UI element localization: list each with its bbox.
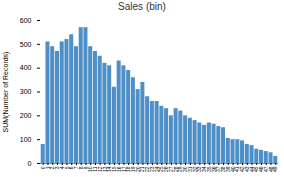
svg-text:46: 46 xyxy=(258,166,265,173)
svg-text:32: 32 xyxy=(191,166,198,173)
svg-text:31: 31 xyxy=(186,166,193,173)
svg-text:0: 0 xyxy=(28,160,32,167)
svg-text:36: 36 xyxy=(210,166,217,173)
svg-text:9: 9 xyxy=(82,166,89,170)
svg-text:12: 12 xyxy=(96,166,103,173)
svg-text:39: 39 xyxy=(224,166,231,173)
svg-text:45: 45 xyxy=(253,166,260,173)
svg-text:5: 5 xyxy=(63,166,70,170)
svg-text:19: 19 xyxy=(130,166,136,173)
svg-text:29: 29 xyxy=(177,166,184,173)
svg-text:49: 49 xyxy=(272,166,278,172)
svg-text:0: 0 xyxy=(39,166,46,170)
svg-text:500: 500 xyxy=(20,41,32,48)
svg-text:48: 48 xyxy=(267,166,274,173)
svg-text:14: 14 xyxy=(106,166,113,173)
html-text:Sales (bin): Sales (bin) xyxy=(118,1,166,12)
svg-text:16: 16 xyxy=(115,166,122,173)
svg-text:10: 10 xyxy=(87,166,94,173)
svg-text:8: 8 xyxy=(77,166,84,170)
svg-text:25: 25 xyxy=(158,166,165,173)
svg-text:28: 28 xyxy=(172,166,179,173)
svg-text:200: 200 xyxy=(20,112,32,119)
svg-text:15: 15 xyxy=(111,166,117,173)
svg-text:1: 1 xyxy=(44,166,51,170)
svg-text:23: 23 xyxy=(149,166,155,173)
svg-text:20: 20 xyxy=(134,166,141,173)
svg-text:30: 30 xyxy=(182,166,189,173)
svg-text:41: 41 xyxy=(234,166,241,173)
svg-text:6: 6 xyxy=(68,166,75,170)
svg-text:37: 37 xyxy=(215,166,222,173)
svg-text:3: 3 xyxy=(54,166,61,170)
svg-text:300: 300 xyxy=(20,88,32,95)
svg-text:400: 400 xyxy=(20,64,32,71)
svg-text:40: 40 xyxy=(229,166,236,173)
svg-text:17: 17 xyxy=(120,166,127,173)
svg-text:42: 42 xyxy=(239,166,246,173)
svg-text:7: 7 xyxy=(73,166,79,170)
svg-text:26: 26 xyxy=(163,166,170,173)
svg-text:13: 13 xyxy=(101,166,108,173)
svg-text:11: 11 xyxy=(92,166,98,172)
svg-text:18: 18 xyxy=(125,166,132,173)
svg-text:21: 21 xyxy=(139,166,146,173)
svg-text:34: 34 xyxy=(201,166,208,173)
svg-text:22: 22 xyxy=(144,166,151,173)
svg-text:27: 27 xyxy=(168,166,174,173)
svg-text:600: 600 xyxy=(20,17,32,24)
svg-text:SUM(Number of Records): SUM(Number of Records) xyxy=(2,52,10,133)
svg-text:2: 2 xyxy=(49,166,56,170)
svg-text:4: 4 xyxy=(58,166,65,170)
svg-text:43: 43 xyxy=(243,166,250,173)
svg-text:38: 38 xyxy=(220,166,227,173)
svg-text:24: 24 xyxy=(153,166,160,173)
svg-text:33: 33 xyxy=(196,166,203,173)
svg-text:35: 35 xyxy=(205,166,212,173)
svg-text:100: 100 xyxy=(20,136,32,143)
svg-text:47: 47 xyxy=(262,166,269,173)
svg-text:44: 44 xyxy=(248,166,255,173)
